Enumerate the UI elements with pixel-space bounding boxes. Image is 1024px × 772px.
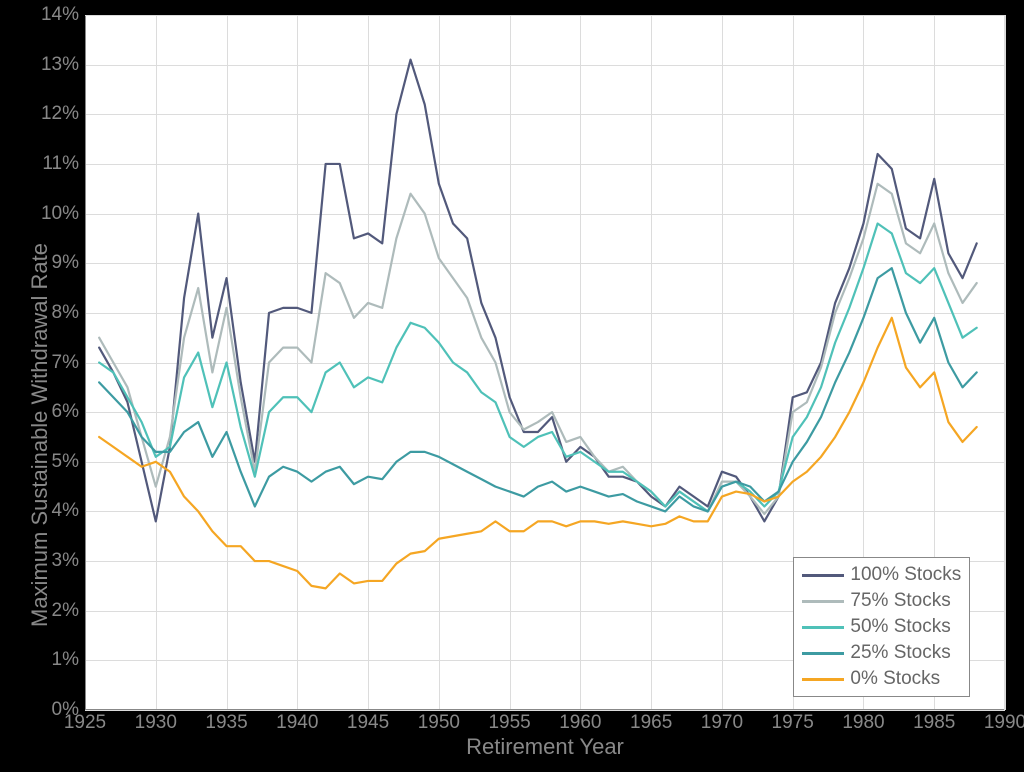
series-line xyxy=(99,318,977,589)
legend-label: 100% Stocks xyxy=(850,564,961,586)
legend-item: 100% Stocks xyxy=(802,562,961,588)
x-tick-label: 1940 xyxy=(276,712,318,734)
legend-item: 50% Stocks xyxy=(802,614,961,640)
legend-label: 25% Stocks xyxy=(850,642,950,664)
y-tick-label: 1% xyxy=(52,649,79,671)
x-tick-label: 1975 xyxy=(772,712,814,734)
x-tick-label: 1985 xyxy=(913,712,955,734)
x-tick-label: 1930 xyxy=(135,712,177,734)
y-tick-label: 9% xyxy=(52,252,79,274)
legend-swatch xyxy=(802,652,844,655)
y-tick-label: 0% xyxy=(52,699,79,721)
y-tick-label: 7% xyxy=(52,352,79,374)
x-tick-label: 1955 xyxy=(488,712,530,734)
x-tick-label: 1950 xyxy=(418,712,460,734)
legend-swatch xyxy=(802,626,844,629)
y-tick-label: 14% xyxy=(41,4,79,26)
x-tick-label: 1965 xyxy=(630,712,672,734)
y-tick-label: 2% xyxy=(52,600,79,622)
legend-label: 75% Stocks xyxy=(850,590,950,612)
legend-item: 0% Stocks xyxy=(802,666,961,692)
legend-item: 75% Stocks xyxy=(802,588,961,614)
legend: 100% Stocks 75% Stocks 50% Stocks 25% Stock… xyxy=(793,557,970,697)
legend-swatch xyxy=(802,600,844,603)
legend-item: 25% Stocks xyxy=(802,640,961,666)
y-tick-label: 11% xyxy=(42,153,79,175)
y-tick-label: 3% xyxy=(52,550,79,572)
legend-label: 0% Stocks xyxy=(850,668,940,690)
x-tick-label: 1960 xyxy=(559,712,601,734)
y-tick-label: 6% xyxy=(52,401,79,423)
legend-swatch xyxy=(802,678,844,681)
legend-label: 50% Stocks xyxy=(850,616,950,638)
legend-swatch xyxy=(802,574,844,577)
y-tick-label: 13% xyxy=(41,54,79,76)
grid-line-horizontal xyxy=(85,710,1005,711)
y-axis-title: Maximum Sustainable Withdrawal Rate xyxy=(27,243,53,627)
grid-line-vertical xyxy=(1005,15,1006,710)
x-tick-label: 1935 xyxy=(205,712,247,734)
y-tick-label: 5% xyxy=(52,451,79,473)
chart-container: Maximum Sustainable Withdrawal Rate Reti… xyxy=(0,0,1024,772)
x-axis-title: Retirement Year xyxy=(466,734,624,760)
y-tick-label: 8% xyxy=(52,302,79,324)
x-tick-label: 1990 xyxy=(984,712,1024,734)
x-tick-label: 1945 xyxy=(347,712,389,734)
series-line xyxy=(99,184,977,514)
series-line xyxy=(99,224,977,512)
x-tick-label: 1970 xyxy=(701,712,743,734)
y-tick-label: 4% xyxy=(52,500,79,522)
y-tick-label: 10% xyxy=(41,203,79,225)
x-tick-label: 1980 xyxy=(842,712,884,734)
y-tick-label: 12% xyxy=(41,103,79,125)
